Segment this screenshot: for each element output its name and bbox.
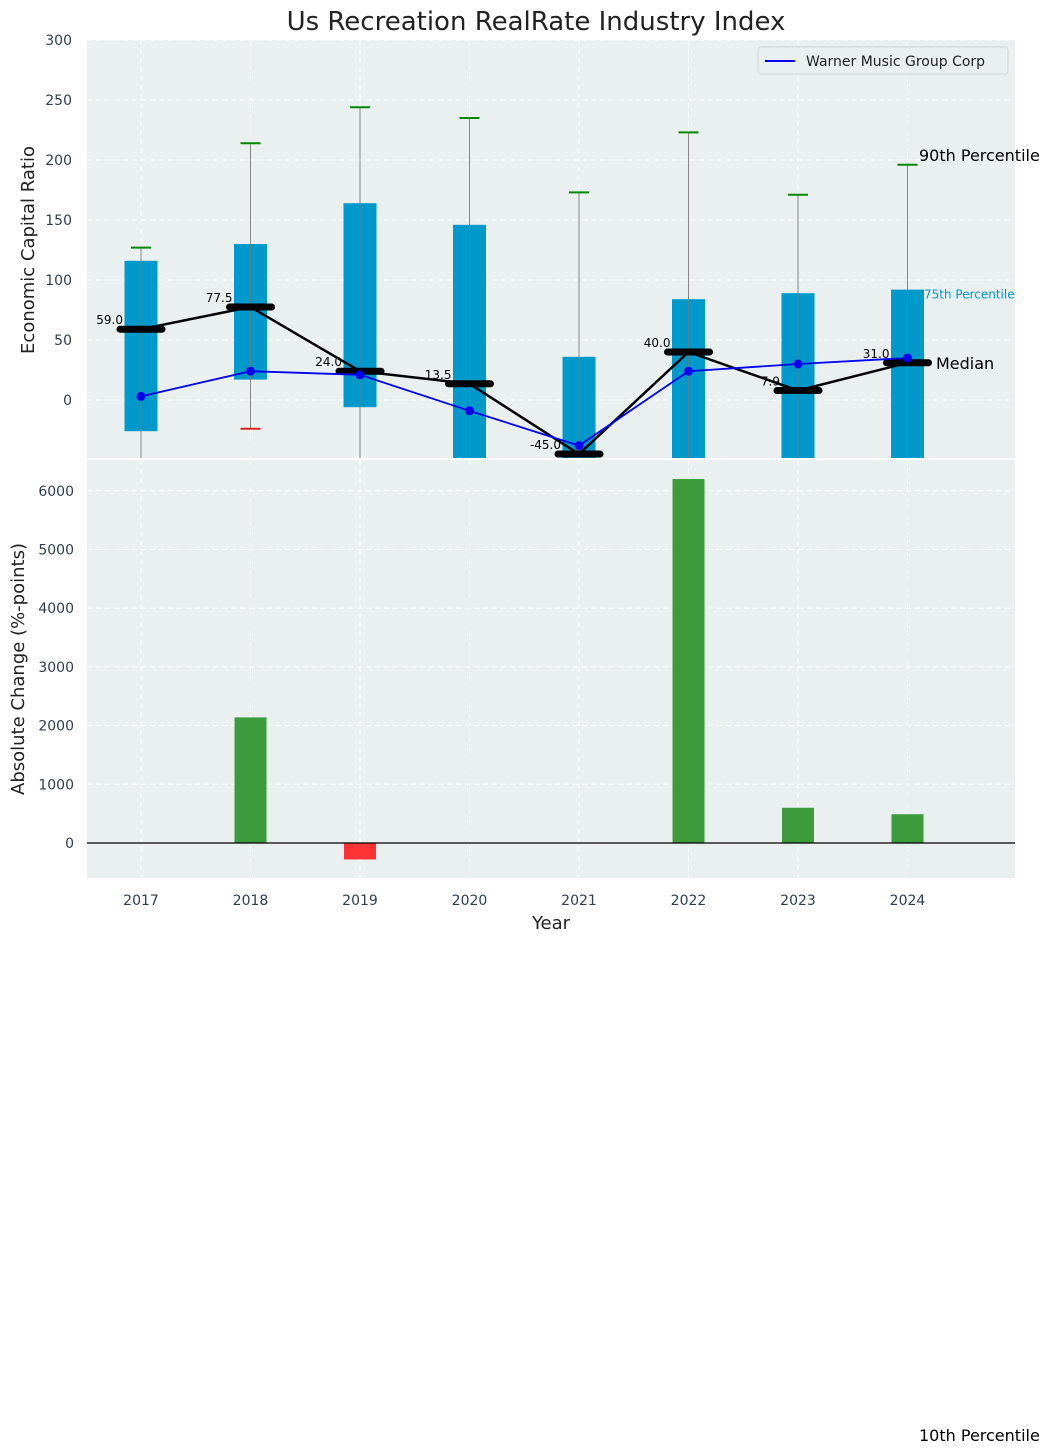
top-plot-area <box>87 40 1015 458</box>
x-tick-label: 2024 <box>890 893 926 909</box>
median-data-label: 40.0 <box>644 336 671 350</box>
bottom-y-tick-label: 4000 <box>38 601 74 617</box>
change-bar <box>344 843 376 860</box>
median-data-label: 77.5 <box>206 291 233 305</box>
median-data-label: 24.0 <box>315 355 342 369</box>
median-data-label: 13.5 <box>425 368 452 382</box>
legend-box <box>757 46 1009 75</box>
x-tick-label: 2019 <box>342 893 378 909</box>
company-point <box>574 441 584 451</box>
change-bar <box>672 479 705 843</box>
company-line <box>140 357 908 447</box>
median-annotation: Median <box>936 354 994 373</box>
bottom-y-tick-label: 5000 <box>38 543 74 559</box>
bottom-y-axis-label: Absolute Change (%-points) <box>8 543 29 795</box>
company-point <box>465 406 474 416</box>
median-data-label: 31.0 <box>863 347 890 361</box>
p75-annotation: 75th Percentile <box>924 288 1015 302</box>
company-point <box>903 353 912 363</box>
company-point <box>136 391 146 401</box>
x-tick-label: 2020 <box>452 893 488 909</box>
top-y-axis-label: Economic Capital Ratio <box>18 146 39 354</box>
legend: Warner Music Group Corp <box>757 46 1009 75</box>
change-bar <box>891 814 924 843</box>
x-tick-label: 2021 <box>561 893 597 909</box>
x-tick-label: 2023 <box>780 893 816 909</box>
median-data-label: -45.0 <box>530 438 561 452</box>
bottom-y-tick-label: 0 <box>65 836 74 852</box>
x-tick-label: 2022 <box>671 893 707 909</box>
top-y-tick-label: 100 <box>45 273 72 289</box>
bottom-y-tick-label: 1000 <box>38 777 74 793</box>
x-axis-label: Year <box>531 913 571 934</box>
company-point <box>355 370 365 380</box>
top-y-tick-label: 200 <box>45 153 72 169</box>
chart-title: Us Recreation RealRate Industry Index <box>287 7 786 37</box>
p90-annotation: 90th Percentile <box>919 146 1040 165</box>
legend-label: Warner Music Group Corp <box>806 54 985 70</box>
p10-annotation: 10th Percentile <box>919 1426 1040 1445</box>
bottom-y-tick-label: 6000 <box>38 484 74 500</box>
top-y-tick-label: 250 <box>45 93 72 109</box>
bottom-plot-area <box>87 460 1015 878</box>
bottom-y-tick-label: 3000 <box>38 660 74 676</box>
bottom-y-tick-label: 2000 <box>38 719 74 735</box>
change-bar <box>782 807 814 843</box>
top-y-tick-label: 50 <box>54 333 72 349</box>
top-y-tick-label: 300 <box>45 33 72 49</box>
company-point <box>246 366 255 376</box>
x-tick-label: 2017 <box>123 893 159 909</box>
company-point <box>793 359 803 369</box>
company-point <box>684 366 693 376</box>
top-y-tick-label: 150 <box>45 213 72 229</box>
x-tick-label: 2018 <box>233 893 269 909</box>
median-line <box>140 305 908 456</box>
change-bar <box>234 717 267 843</box>
top-y-tick-label: 0 <box>63 393 72 409</box>
median-data-label: 7.9 <box>761 375 780 389</box>
median-data-label: 59.0 <box>96 313 123 327</box>
